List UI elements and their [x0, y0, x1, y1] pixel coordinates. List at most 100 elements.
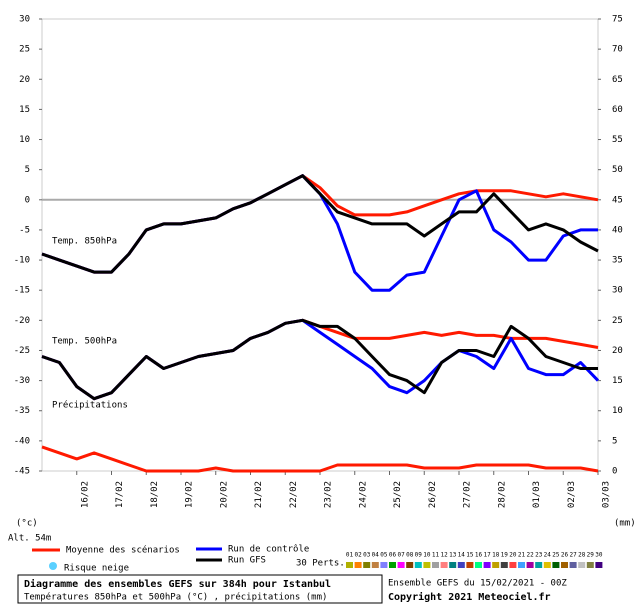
- x-tick-label: 24/02: [358, 481, 368, 508]
- perturbation-swatch: [389, 562, 396, 568]
- x-tick-label: 28/02: [497, 481, 507, 508]
- perturbation-swatch: [578, 562, 586, 568]
- y2-tick-label: 75: [612, 15, 623, 25]
- perturbation-swatch: [552, 562, 560, 568]
- legend-label: Risque neige: [64, 564, 129, 574]
- y-tick-label: 10: [19, 135, 30, 145]
- perturbation-swatch: [449, 562, 457, 568]
- perturbation-swatch: [500, 562, 508, 568]
- perturbation-swatch: [535, 562, 543, 568]
- footer-subtitle: Températures 850hPa et 500hPa (°C) , pré…: [24, 592, 327, 603]
- x-tick-label: 03/03: [602, 481, 612, 508]
- y2-tick-label: 15: [612, 376, 623, 386]
- y2-unit: (mm): [614, 519, 636, 529]
- perturbation-swatch: [414, 562, 422, 568]
- perturbation-label: 15: [466, 552, 474, 559]
- perturbation-swatch: [561, 562, 568, 568]
- y-tick-label: -20: [14, 316, 30, 326]
- y2-tick-label: 60: [612, 105, 623, 115]
- perturbation-label: 18: [492, 552, 500, 559]
- perturbation-swatch: [595, 562, 603, 568]
- perturbation-label: 27: [569, 552, 577, 559]
- perturbation-swatch: [406, 562, 414, 568]
- legend-label: Run GFS: [228, 556, 266, 566]
- x-tick-label: 22/02: [289, 481, 299, 508]
- y-tick-label: 0: [25, 195, 30, 205]
- perturbation-label: 20: [509, 552, 517, 559]
- y-tick-label: 20: [19, 75, 30, 85]
- perturbation-label: 04: [372, 552, 380, 559]
- perturbation-swatch: [440, 562, 448, 568]
- footer-run: Ensemble GEFS du 15/02/2021 - 00Z: [388, 579, 567, 589]
- legend-label: Moyenne des scénarios: [66, 545, 180, 556]
- x-tick-label: 20/02: [219, 481, 229, 508]
- y-tick-label: -10: [14, 256, 30, 266]
- annotation: Précipitations: [52, 400, 128, 411]
- series-line: [41, 445, 599, 473]
- x-tick-label: 01/03: [532, 481, 542, 508]
- perturbation-swatch: [518, 562, 525, 568]
- perturbation-swatch: [346, 562, 353, 568]
- perturbation-swatch: [363, 562, 371, 568]
- perturbation-swatch: [586, 562, 594, 568]
- annotation: Temp. 850hPa: [52, 237, 117, 247]
- y2-tick-label: 65: [612, 75, 623, 85]
- y2-tick-label: 55: [612, 135, 623, 145]
- y-tick-label: -30: [14, 376, 30, 386]
- perturbation-label: 21: [518, 552, 526, 559]
- y2-tick-label: 10: [612, 406, 623, 416]
- perturbation-label: 26: [561, 552, 569, 559]
- perturbation-swatch: [397, 562, 405, 568]
- x-tick-label: 16/02: [80, 481, 90, 508]
- perturbation-swatch: [483, 562, 491, 568]
- x-tick-label: 18/02: [150, 481, 160, 508]
- perturbation-label: 08: [406, 552, 414, 559]
- y-tick-label: -35: [14, 406, 30, 416]
- x-tick-label: 25/02: [393, 481, 403, 508]
- y2-tick-label: 40: [612, 225, 623, 235]
- perturbation-label: 12: [440, 552, 448, 559]
- x-tick-label: 21/02: [254, 481, 264, 508]
- series-line: [41, 174, 599, 274]
- y-tick-label: -45: [14, 467, 30, 477]
- y-unit: (°c): [16, 519, 38, 529]
- perturbation-swatch: [354, 562, 362, 568]
- perturbation-swatch: [371, 562, 379, 568]
- y-tick-label: 15: [19, 105, 30, 115]
- y2-tick-label: 70: [612, 45, 623, 55]
- footer-box: [17, 574, 383, 604]
- perturbation-swatch: [509, 562, 517, 568]
- perturbation-label: 14: [458, 552, 466, 559]
- annotation: Temp. 500hPa: [52, 337, 117, 347]
- perturbation-label: 28: [578, 552, 586, 559]
- perturbation-label: 06: [389, 552, 397, 559]
- footer-copyright: Copyright 2021 Meteociel.fr: [388, 591, 551, 603]
- perturbation-label: 01: [346, 552, 354, 559]
- y2-tick-label: 0: [612, 467, 617, 477]
- y-tick-label: 25: [19, 45, 30, 55]
- perturbation-label: 02: [354, 552, 362, 559]
- y2-tick-label: 35: [612, 256, 623, 266]
- perturbation-swatch: [492, 562, 500, 568]
- perturbation-label: 29: [587, 552, 595, 559]
- y-tick-label: 5: [25, 165, 30, 175]
- snow-icon: [49, 562, 57, 570]
- perturbation-label: 19: [501, 552, 509, 559]
- perturbation-label: 07: [397, 552, 405, 559]
- perturbation-label: 10: [423, 552, 431, 559]
- footer-title: Diagramme des ensembles GEFS sur 384h po…: [24, 578, 331, 590]
- perturbation-label: 09: [415, 552, 423, 559]
- perturbation-swatch: [423, 562, 431, 568]
- perturbation-label: 03: [363, 552, 371, 559]
- x-tick-label: 23/02: [324, 481, 334, 508]
- perturbation-label: 24: [544, 552, 552, 559]
- y2-tick-label: 50: [612, 165, 623, 175]
- y-tick-label: -25: [14, 346, 30, 356]
- perturbation-label: 11: [432, 552, 440, 559]
- perturbation-label: 22: [526, 552, 534, 559]
- perturbation-label: 16: [475, 552, 483, 559]
- perturbation-label: 23: [535, 552, 543, 559]
- perturbation-swatch: [475, 562, 482, 568]
- x-tick-label: 26/02: [428, 481, 438, 508]
